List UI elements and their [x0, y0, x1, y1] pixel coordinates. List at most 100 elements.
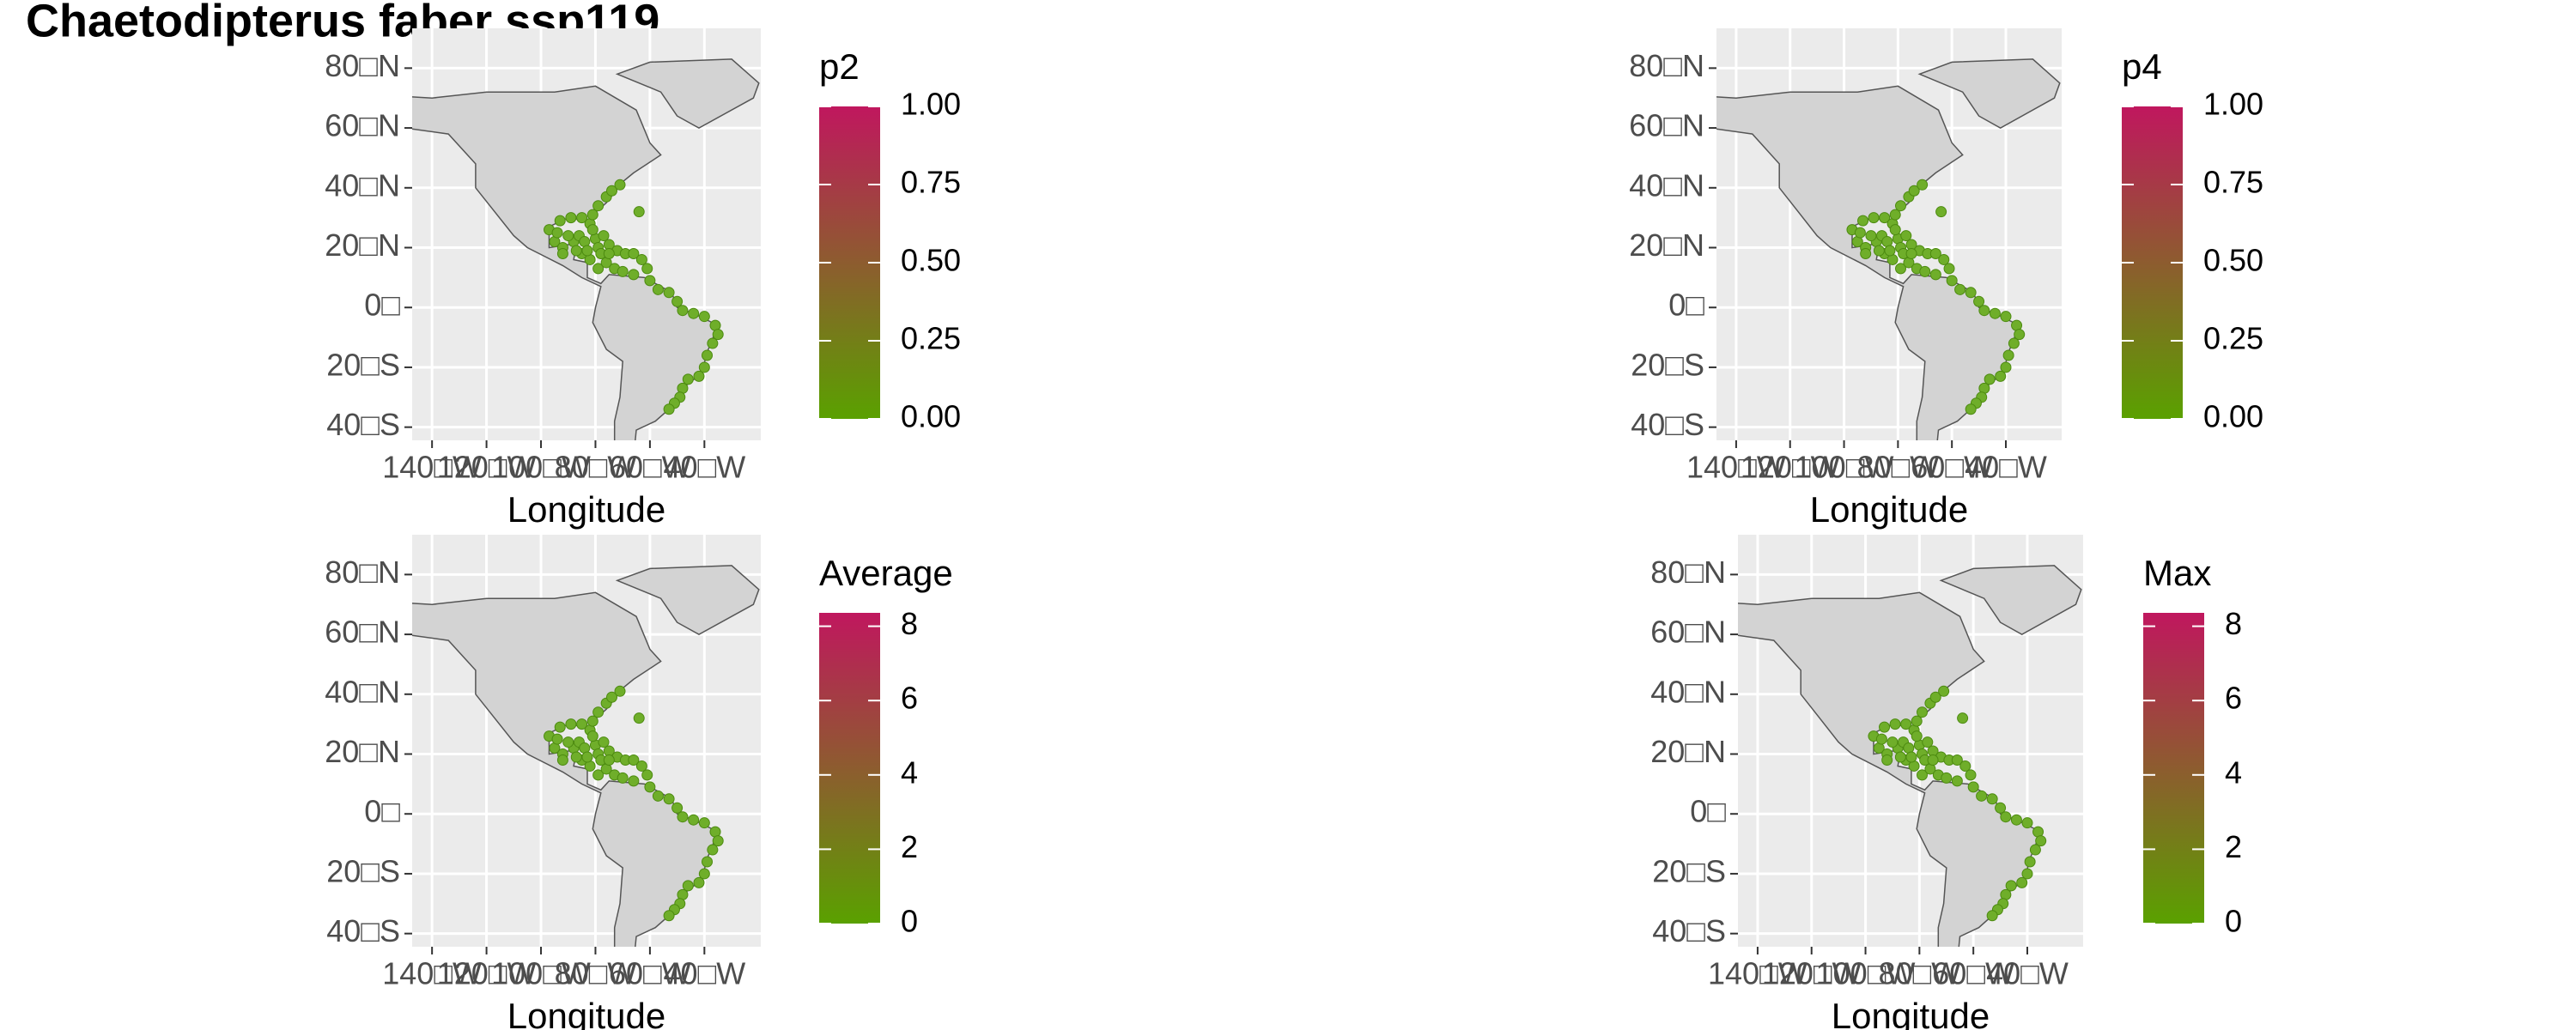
occurrence-cell	[682, 373, 694, 385]
occurrence-cell	[1927, 754, 1939, 766]
occurrence-cell	[1911, 715, 1923, 727]
occurrence-cell	[1929, 269, 1941, 281]
x-tick-label: 140□W	[1708, 956, 1807, 991]
y-tick-label: 0□	[1690, 794, 1726, 829]
x-tick-label: 100□W	[1816, 956, 1916, 991]
occurrence-cell	[663, 287, 675, 299]
occurrence-cell	[1995, 370, 2007, 382]
occurrence-cell	[707, 337, 719, 349]
occurrence-cell	[2021, 817, 2033, 829]
occurrence-cell	[1919, 265, 1931, 277]
occurrence-cell	[1938, 685, 1950, 697]
occurrence-cell	[1900, 230, 1912, 242]
occurrence-cell	[1967, 781, 1979, 793]
legend-tick-label: 8	[2225, 606, 2242, 641]
occurrence-cell	[565, 212, 577, 224]
x-tick-label: 140□W	[382, 450, 482, 485]
occurrence-cell	[688, 814, 700, 826]
occurrence-cell	[2021, 868, 2033, 880]
y-tick-label: 20□S	[326, 347, 400, 382]
x-tick-label: 140□W	[382, 956, 482, 991]
occurrence-cell	[1954, 283, 1966, 295]
occurrence-cell	[635, 253, 647, 265]
occurrence-cell	[562, 230, 574, 242]
x-tick-label: 40□W	[1965, 450, 2047, 485]
occurrence-cell	[1879, 212, 1891, 224]
y-tick-label: 40□N	[325, 167, 400, 203]
x-tick-label: 140□W	[1686, 450, 1786, 485]
occurrence-cell	[603, 247, 615, 259]
occurrence-cell	[1989, 307, 2001, 319]
land-shape	[615, 565, 760, 635]
occurrence-cell	[1973, 295, 1985, 307]
occurrence-cell	[1895, 263, 1907, 275]
occurrence-cell	[586, 730, 598, 742]
x-axis-title: Longitude	[1810, 489, 1969, 530]
occurrence-cell	[1957, 712, 1969, 724]
legend-tick-label: 0.25	[2203, 321, 2263, 356]
x-tick-label: 100□W	[491, 956, 591, 991]
land-shape	[773, 23, 792, 128]
occurrence-cell	[586, 715, 598, 727]
colorbar	[2143, 613, 2204, 924]
y-tick-label: 20□N	[325, 734, 400, 769]
legend-tick-label: 0.50	[901, 243, 961, 278]
x-tick-label: 80□W	[1878, 956, 1960, 991]
occurrence-cell	[1886, 736, 1899, 748]
y-tick-label: 40□S	[326, 407, 400, 442]
legend-tick-label: 4	[901, 754, 918, 790]
map-panel: 80□N 60□N 40□N 20□N 0□ 20□S 40□S 140□W120□W100□…	[1629, 28, 2263, 530]
occurrence-cell	[712, 835, 724, 847]
y-tick-label: 40□N	[325, 674, 400, 709]
occurrence-cell	[1879, 721, 1891, 733]
legend-tick-label: 0.00	[2203, 399, 2263, 434]
occurrence-cell	[598, 736, 610, 748]
occurrence-cell	[592, 706, 605, 718]
occurrence-cell	[641, 263, 653, 275]
x-axis-title: Longitude	[1832, 996, 1990, 1030]
x-axis-title: Longitude	[507, 489, 666, 530]
occurrence-cell	[677, 305, 689, 317]
occurrence-cell	[1938, 253, 1950, 265]
land	[412, 23, 792, 440]
occurrence-cell	[1935, 206, 1947, 218]
occurrence-cell	[1941, 772, 1953, 784]
occurrence-cell	[1976, 790, 1988, 802]
occurrence-cell	[1959, 760, 1971, 772]
land	[1716, 58, 2061, 440]
occurrence-cell	[592, 200, 605, 212]
occurrence-cell	[671, 802, 683, 814]
occurrence-cell	[1951, 775, 1963, 787]
y-tick-label: 20□S	[326, 853, 400, 888]
y-tick-label: 80□N	[1650, 554, 1726, 590]
occurrence-cell	[682, 880, 694, 892]
occurrence-cell	[2002, 349, 2014, 361]
occurrence-cell	[617, 772, 629, 784]
occurrence-cell	[652, 283, 664, 295]
occurrence-cell	[1857, 215, 1869, 227]
occurrence-cell	[1929, 247, 1941, 259]
occurrence-cell	[702, 856, 714, 868]
occurrence-cell	[1860, 247, 1872, 259]
occurrence-cell	[2000, 811, 2012, 823]
legend-tick-label: 0.00	[901, 399, 961, 434]
x-tick-label: 120□W	[437, 450, 537, 485]
occurrence-cell	[633, 712, 645, 724]
y-tick-label: 40□N	[1629, 167, 1704, 203]
occurrence-cell	[663, 910, 675, 922]
occurrence-cell	[2014, 329, 2026, 341]
y-tick-label: 20□N	[325, 227, 400, 263]
occurrence-cell	[693, 370, 705, 382]
land	[1738, 565, 2082, 947]
occurrence-cell	[1984, 373, 1996, 385]
occurrence-cell	[2024, 856, 2036, 868]
occurrence-cell	[1900, 718, 1912, 730]
occurrence-cell	[592, 263, 605, 275]
occurrence-cell	[562, 736, 574, 748]
occurrence-cell	[1911, 730, 1923, 742]
occurrence-cell	[1905, 247, 1917, 259]
legend-tick-label: 2	[901, 829, 918, 864]
occurrence-cell	[1943, 263, 1955, 275]
occurrence-cell	[1995, 802, 2007, 814]
